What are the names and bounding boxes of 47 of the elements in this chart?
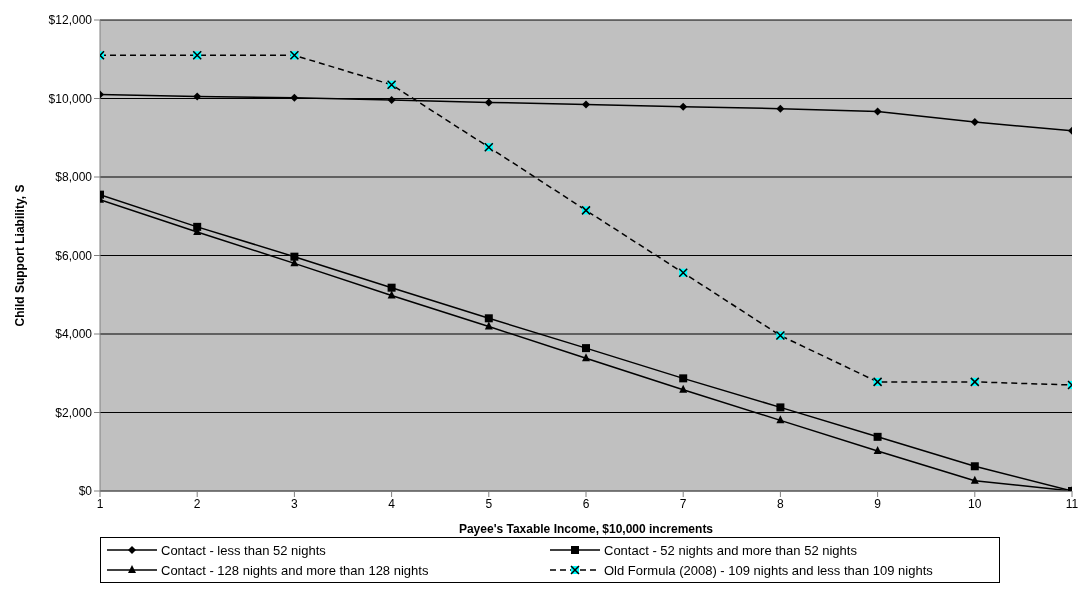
legend-label: Contact - less than 52 nights	[161, 542, 326, 558]
x-tick-label: 4	[388, 496, 396, 511]
legend-label: Old Formula (2008) - 109 nights and less than 109 nights	[604, 562, 933, 578]
y-tick-label: $12,000	[48, 13, 93, 28]
point	[970, 462, 979, 471]
x-tick-label: 2	[193, 496, 201, 511]
y-tick-label: $10,000	[48, 91, 93, 106]
point	[582, 100, 590, 109]
y-axis-title: Child Support Liability, S	[13, 184, 28, 327]
point	[290, 252, 299, 261]
point	[776, 104, 785, 113]
point	[679, 374, 688, 383]
x-tick-label: 3	[291, 496, 299, 511]
point	[387, 283, 396, 292]
point	[873, 432, 882, 441]
x-tick-label: 1	[96, 496, 104, 511]
x-tick-label: 9	[874, 496, 882, 511]
point	[582, 353, 590, 362]
point	[679, 384, 688, 393]
point	[970, 118, 979, 127]
point	[484, 321, 493, 330]
point	[776, 403, 785, 412]
point	[387, 290, 396, 299]
point	[582, 344, 590, 353]
x-tick-label: 5	[485, 496, 493, 511]
legend-label: Contact - 52 nights and more than 52 nights	[604, 542, 857, 558]
y-tick-label: $8,000	[55, 170, 93, 185]
point	[290, 93, 299, 102]
point	[193, 92, 202, 101]
y-tick-label: $6,000	[55, 248, 93, 263]
legend-label: Contact - 128 nights and more than 128 nights	[161, 562, 429, 578]
point	[484, 98, 493, 107]
x-tick-label: 8	[777, 496, 785, 511]
x-tick-label: 7	[679, 496, 687, 511]
y-tick-label: $0	[78, 484, 93, 499]
point	[873, 107, 882, 116]
x-axis-title: Payee's Taxable Income, $10,000 increments	[458, 522, 714, 536]
point	[679, 102, 688, 111]
x-tick-label: 11	[1065, 496, 1079, 511]
point	[387, 96, 396, 105]
y-tick-label: $2,000	[55, 405, 93, 420]
point	[970, 475, 979, 484]
y-tick-label: $4,000	[55, 327, 93, 342]
x-tick-label: 6	[582, 496, 590, 511]
point	[484, 314, 493, 323]
point	[873, 445, 882, 454]
x-tick-label: 10	[968, 496, 982, 511]
